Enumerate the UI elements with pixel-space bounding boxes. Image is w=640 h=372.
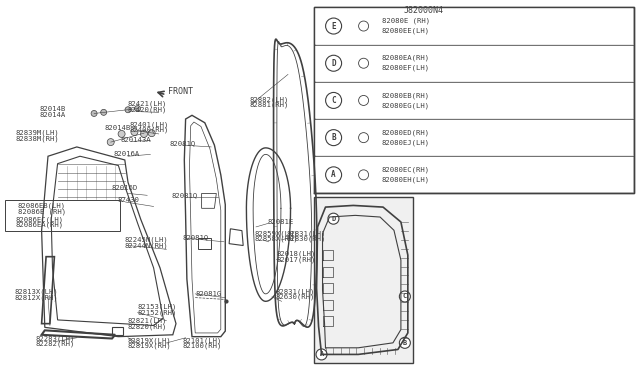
Text: E: E (332, 22, 336, 31)
Circle shape (326, 92, 342, 109)
Circle shape (131, 129, 138, 135)
Circle shape (326, 129, 342, 146)
Text: D: D (332, 59, 336, 68)
Text: C: C (403, 294, 407, 299)
Circle shape (326, 55, 342, 71)
Text: 82839M(LH): 82839M(LH) (16, 130, 60, 137)
Text: 82080ED(RH): 82080ED(RH) (381, 129, 429, 136)
Text: 82086E (RH): 82086E (RH) (18, 208, 66, 215)
Text: 82100(RH): 82100(RH) (182, 343, 222, 349)
Circle shape (125, 107, 131, 113)
Text: 82081G: 82081G (195, 291, 221, 297)
Text: 82080EE(LH): 82080EE(LH) (381, 28, 429, 34)
Circle shape (100, 109, 107, 115)
Text: 82421(LH): 82421(LH) (128, 101, 168, 108)
Text: 82283(LH): 82283(LH) (35, 335, 75, 342)
Text: 82400(RH): 82400(RH) (129, 127, 169, 134)
Text: 82081Q: 82081Q (182, 234, 209, 240)
Circle shape (118, 131, 125, 137)
Text: 82086EB(LH): 82086EB(LH) (18, 202, 66, 209)
Text: 82016D: 82016D (112, 185, 138, 191)
Text: 82831(LH): 82831(LH) (287, 230, 326, 237)
Circle shape (326, 167, 342, 183)
Text: 82245N(LH): 82245N(LH) (125, 237, 168, 243)
Text: 82282(RH): 82282(RH) (35, 341, 75, 347)
Text: FRONT: FRONT (168, 87, 193, 96)
Text: 82014A: 82014A (40, 112, 66, 118)
Circle shape (91, 110, 97, 116)
Circle shape (399, 337, 410, 348)
Text: 82819X(LH): 82819X(LH) (128, 337, 172, 344)
Text: 82401(LH): 82401(LH) (129, 121, 169, 128)
Text: 82018(LH): 82018(LH) (276, 251, 316, 257)
Circle shape (108, 139, 114, 145)
Text: D: D (332, 216, 335, 222)
Text: 82017(RH): 82017(RH) (276, 256, 316, 263)
Text: 82080EF(LH): 82080EF(LH) (381, 65, 429, 71)
Bar (315, 9, 632, 44)
Text: 82831(LH): 82831(LH) (275, 288, 315, 295)
Text: 82153(LH): 82153(LH) (138, 304, 177, 310)
Text: 82859X(LH): 82859X(LH) (255, 230, 298, 237)
Text: 82838M(RH): 82838M(RH) (16, 135, 60, 142)
Text: 82430: 82430 (117, 197, 139, 203)
Text: 82081E: 82081E (268, 219, 294, 225)
Bar (314, 7, 634, 193)
Text: 82630(RH): 82630(RH) (275, 294, 315, 300)
Text: 82152(RH): 82152(RH) (138, 309, 177, 316)
Bar (5, 200, 120, 231)
Text: 82420(RH): 82420(RH) (128, 106, 168, 113)
Circle shape (328, 213, 339, 224)
Text: 82819X(RH): 82819X(RH) (128, 343, 172, 349)
Text: 82080EA(RH): 82080EA(RH) (381, 55, 429, 61)
Bar (315, 83, 632, 118)
Text: 82080EG(LH): 82080EG(LH) (381, 102, 429, 109)
Text: 82081Q: 82081Q (170, 140, 196, 146)
Text: 82101(LH): 82101(LH) (182, 337, 222, 344)
Text: J82000N4: J82000N4 (403, 6, 443, 15)
Text: 82016A: 82016A (114, 151, 140, 157)
Text: A: A (332, 170, 336, 179)
Text: A: A (319, 352, 324, 357)
Text: 82086EA(RH): 82086EA(RH) (16, 222, 64, 228)
Bar (314, 197, 413, 363)
Text: 82081Q: 82081Q (172, 192, 198, 198)
Text: 82014B: 82014B (40, 106, 66, 112)
Text: 82080EB(RH): 82080EB(RH) (381, 92, 429, 99)
Text: 82813X(LH): 82813X(LH) (14, 289, 58, 295)
Text: B: B (403, 340, 407, 346)
Circle shape (326, 18, 342, 34)
Text: C: C (332, 96, 336, 105)
Text: 82080E (RH): 82080E (RH) (381, 18, 429, 24)
Text: 82858X(RH): 82858X(RH) (255, 236, 298, 243)
Text: 82882(LH): 82882(LH) (250, 96, 289, 103)
Text: 82080EC(RH): 82080EC(RH) (381, 167, 429, 173)
Text: 82244N(RH): 82244N(RH) (125, 242, 168, 249)
Text: 82014B: 82014B (104, 125, 131, 131)
Circle shape (148, 130, 155, 137)
Bar (315, 157, 632, 192)
Text: 82821(LH): 82821(LH) (128, 318, 168, 324)
Text: 82830(RH): 82830(RH) (287, 236, 326, 243)
Circle shape (399, 291, 410, 302)
Text: 82881(RH): 82881(RH) (250, 102, 289, 108)
Text: 82820(RH): 82820(RH) (128, 323, 168, 330)
Bar (315, 46, 632, 81)
Text: 82812X(RH): 82812X(RH) (14, 294, 58, 301)
Text: 820143A: 820143A (120, 137, 151, 143)
Circle shape (316, 349, 327, 360)
Circle shape (134, 106, 141, 112)
Text: 82086EC(LH): 82086EC(LH) (16, 216, 64, 223)
Bar (315, 120, 632, 155)
Text: 82080EJ(LH): 82080EJ(LH) (381, 140, 429, 146)
Text: B: B (332, 133, 336, 142)
Text: 82080EH(LH): 82080EH(LH) (381, 177, 429, 183)
Circle shape (141, 131, 147, 137)
